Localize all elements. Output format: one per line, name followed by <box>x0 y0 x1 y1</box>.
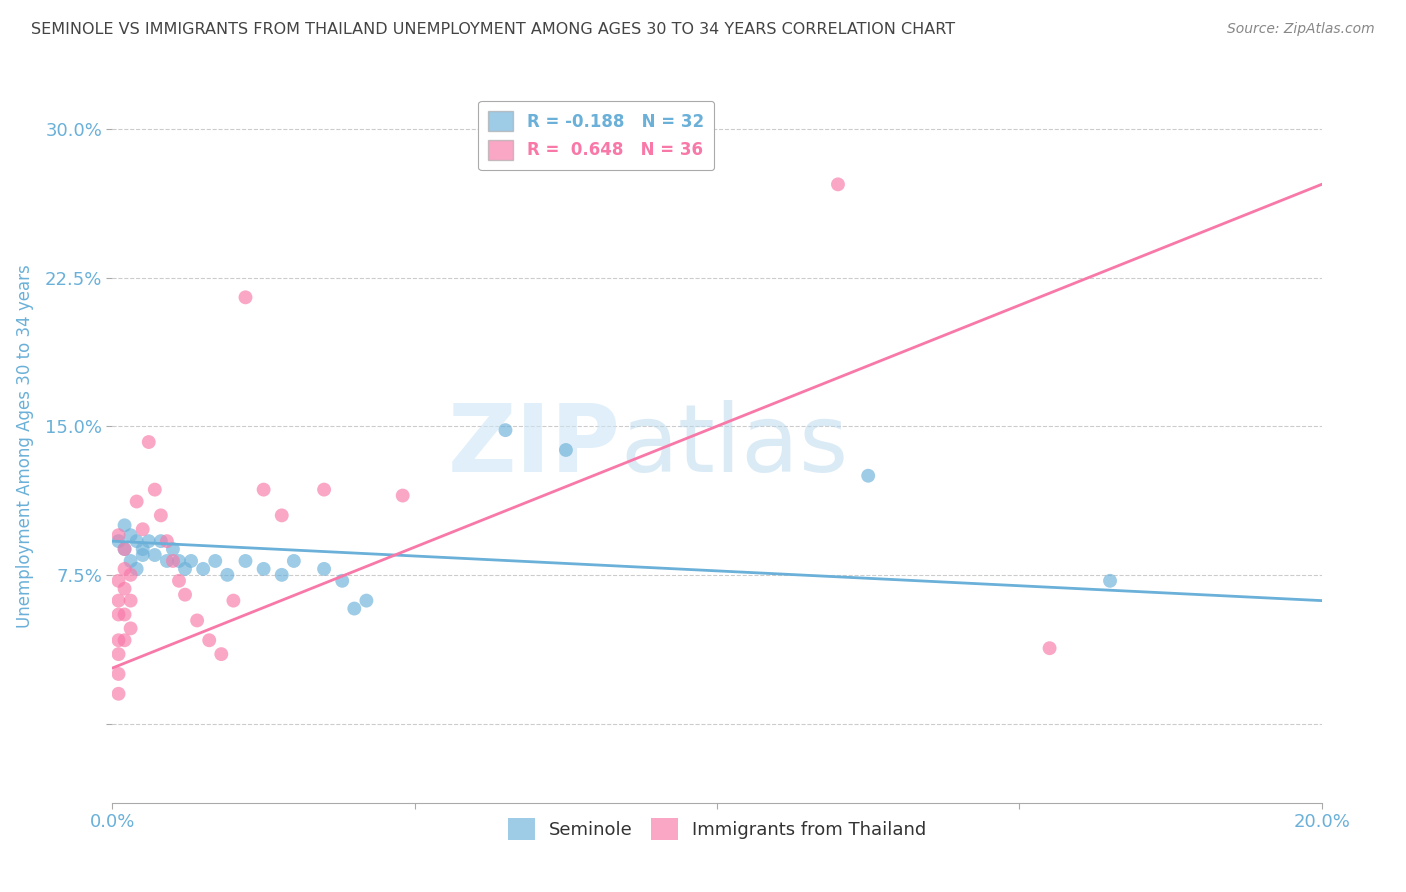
Point <box>107 647 129 661</box>
Text: ZIP: ZIP <box>447 400 620 492</box>
Point <box>186 614 208 628</box>
Text: SEMINOLE VS IMMIGRANTS FROM THAILAND UNEMPLOYMENT AMONG AGES 30 TO 34 YEARS CORR: SEMINOLE VS IMMIGRANTS FROM THAILAND UNE… <box>31 22 955 37</box>
Point <box>149 508 172 523</box>
Point <box>209 647 232 661</box>
Point <box>120 554 142 568</box>
Point <box>222 593 245 607</box>
Point <box>132 542 155 557</box>
Point <box>827 178 849 192</box>
Point <box>132 548 155 562</box>
Point <box>330 574 353 588</box>
Point <box>107 574 129 588</box>
Point <box>114 607 136 622</box>
Point <box>174 588 197 602</box>
Point <box>156 534 179 549</box>
Point <box>198 633 221 648</box>
Point <box>143 548 166 562</box>
Point <box>253 562 276 576</box>
Point <box>132 522 155 536</box>
Text: atlas: atlas <box>620 400 849 492</box>
Point <box>314 483 336 497</box>
Point <box>235 554 257 568</box>
Point <box>107 607 129 622</box>
Point <box>107 633 129 648</box>
Point <box>495 423 517 437</box>
Point <box>174 562 197 576</box>
Point <box>107 593 129 607</box>
Point <box>120 593 142 607</box>
Point <box>283 554 305 568</box>
Point <box>343 601 366 615</box>
Point <box>125 494 148 508</box>
Point <box>1098 574 1121 588</box>
Point <box>107 534 129 549</box>
Point <box>114 582 136 596</box>
Point <box>125 534 148 549</box>
Point <box>856 468 880 483</box>
Y-axis label: Unemployment Among Ages 30 to 34 years: Unemployment Among Ages 30 to 34 years <box>15 264 34 628</box>
Point <box>125 562 148 576</box>
Point <box>1038 641 1062 656</box>
Point <box>162 542 184 557</box>
Point <box>114 633 136 648</box>
Point <box>156 554 179 568</box>
Point <box>114 542 136 557</box>
Point <box>149 534 172 549</box>
Point <box>114 542 136 557</box>
Point <box>107 667 129 681</box>
Point <box>143 483 166 497</box>
Point <box>120 567 142 582</box>
Point <box>138 435 160 450</box>
Point <box>167 574 190 588</box>
Point <box>356 593 378 607</box>
Point <box>191 562 214 576</box>
Point <box>114 562 136 576</box>
Point <box>120 528 142 542</box>
Point <box>314 562 336 576</box>
Point <box>554 442 576 457</box>
Point <box>253 483 276 497</box>
Point <box>270 508 292 523</box>
Point <box>138 534 160 549</box>
Point <box>114 518 136 533</box>
Point <box>204 554 226 568</box>
Point <box>167 554 190 568</box>
Point <box>217 567 239 582</box>
Point <box>391 489 413 503</box>
Point <box>107 687 129 701</box>
Point <box>180 554 202 568</box>
Legend: Seminole, Immigrants from Thailand: Seminole, Immigrants from Thailand <box>501 811 934 847</box>
Point <box>270 567 292 582</box>
Point <box>120 621 142 635</box>
Text: Source: ZipAtlas.com: Source: ZipAtlas.com <box>1227 22 1375 37</box>
Point <box>162 554 184 568</box>
Point <box>107 528 129 542</box>
Point <box>235 290 257 304</box>
